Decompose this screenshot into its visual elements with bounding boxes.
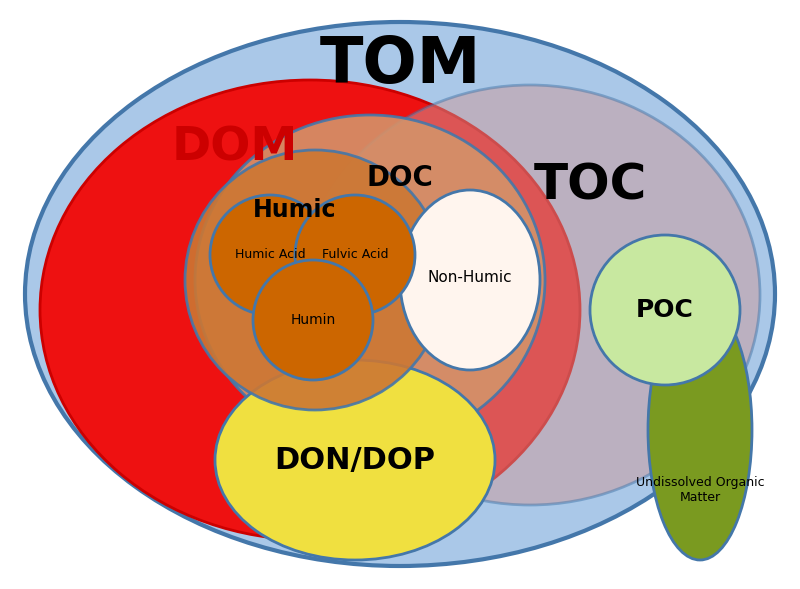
Text: POC: POC [636, 298, 694, 322]
Circle shape [590, 235, 740, 385]
Circle shape [253, 260, 373, 380]
Text: Humic: Humic [254, 198, 337, 222]
Text: Humic Acid: Humic Acid [234, 249, 306, 262]
Text: Non-Humic: Non-Humic [428, 270, 512, 286]
Text: DOC: DOC [366, 164, 434, 192]
Text: DOM: DOM [172, 125, 298, 170]
Ellipse shape [40, 80, 580, 540]
Ellipse shape [195, 115, 545, 445]
Ellipse shape [215, 360, 495, 560]
Text: TOM: TOM [319, 34, 481, 96]
Text: Fulvic Acid: Fulvic Acid [322, 249, 388, 262]
Ellipse shape [648, 300, 752, 560]
Text: TOC: TOC [534, 161, 646, 209]
Ellipse shape [400, 190, 540, 370]
Circle shape [210, 195, 330, 315]
Text: Undissolved Organic
Matter: Undissolved Organic Matter [636, 476, 764, 504]
Circle shape [295, 195, 415, 315]
Ellipse shape [185, 150, 445, 410]
Text: DON/DOP: DON/DOP [274, 445, 435, 475]
Text: Humin: Humin [290, 313, 336, 327]
Ellipse shape [300, 85, 760, 505]
Ellipse shape [25, 22, 775, 566]
